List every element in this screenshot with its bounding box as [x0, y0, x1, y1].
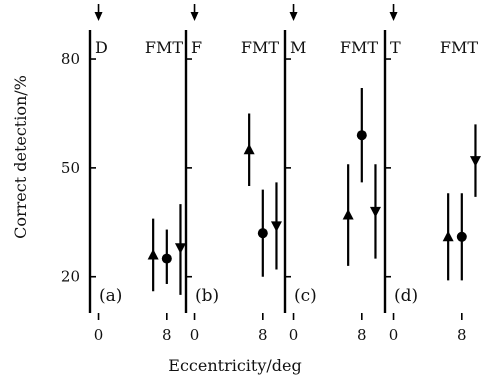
panels: 0 8D FMT(a)0 8F FMT(b)0 8M FMT(c)0 8T FMT(d): [88, 4, 481, 344]
x-tick-label: 0: [190, 326, 200, 344]
y-axis-label: Correct detection/%: [11, 75, 30, 239]
data-point-triangle: [147, 248, 159, 260]
panel-letter: (a): [99, 286, 122, 306]
fixation-arrow-icon: [389, 12, 398, 21]
panel-letter: (c): [294, 286, 317, 306]
data-point-circle: [356, 130, 367, 141]
data-point-triangle-down: [469, 156, 481, 167]
data-point-circle: [257, 228, 268, 239]
fmt-label: FMT: [340, 38, 378, 57]
data-point-triangle: [342, 209, 354, 220]
fixation-arrow-icon: [190, 12, 199, 21]
panel-letter: (d): [394, 286, 418, 306]
panel-tag: T: [390, 38, 401, 57]
x-tick-label: 0: [289, 326, 299, 344]
data-point-triangle-down: [270, 221, 282, 232]
y-tick-label: 50: [61, 159, 80, 177]
x-tick-label: 8: [457, 326, 467, 344]
panel-tag: D: [95, 38, 108, 57]
x-tick-label: 8: [162, 326, 172, 344]
fmt-label: FMT: [440, 38, 478, 57]
data-point-circle: [161, 253, 172, 264]
fmt-label: FMT: [241, 38, 279, 57]
fixation-arrow-icon: [94, 12, 103, 21]
x-axis-label: Eccentricity/deg: [168, 356, 301, 375]
data-point-triangle: [442, 230, 454, 242]
data-point-triangle-down: [369, 206, 381, 218]
panel-b: 0 8 F FMT (b): [184, 4, 282, 344]
x-tick-label: 8: [258, 326, 268, 344]
data-point-triangle-down: [174, 243, 186, 254]
x-tick-label: 8: [357, 326, 367, 344]
panel-c: 0 8 M FMT (c): [283, 4, 381, 344]
y-tick-labels: 20 50 80: [61, 50, 80, 286]
fmt-label: FMT: [145, 38, 183, 57]
y-tick-label: 20: [61, 268, 80, 286]
x-tick-label: 0: [389, 326, 399, 344]
panel-letter: (b): [195, 286, 219, 306]
x-tick-label: 0: [94, 326, 104, 344]
y-tick-label: 80: [61, 50, 80, 68]
data-point-circle: [456, 231, 467, 242]
panel-tag: M: [290, 38, 306, 57]
data-point-triangle: [243, 143, 255, 155]
panel-a: 0 8 D FMT (a): [88, 4, 186, 344]
panel-d: 0 8 T FMT (d): [383, 4, 481, 344]
panel-tag: F: [191, 38, 202, 57]
fixation-arrow-icon: [289, 12, 298, 21]
